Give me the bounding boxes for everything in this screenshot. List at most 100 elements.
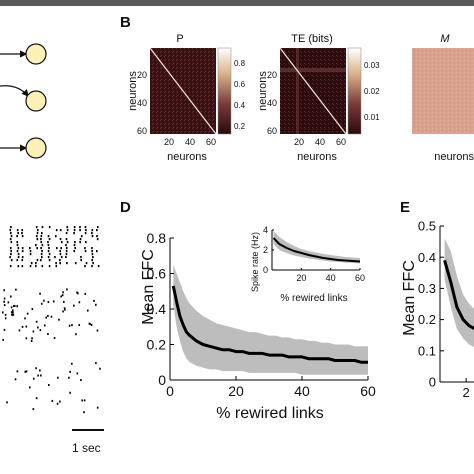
spike — [48, 247, 50, 250]
panel-letter-e: E — [400, 199, 410, 216]
spike — [35, 320, 38, 323]
spike — [40, 247, 42, 250]
spike — [68, 376, 70, 379]
spike — [99, 367, 101, 370]
spike — [47, 241, 49, 244]
y-tick: 40 — [267, 98, 277, 108]
heatmap-col-band — [296, 48, 299, 134]
spike — [95, 303, 97, 306]
spike — [16, 244, 19, 247]
spike — [3, 300, 5, 303]
spike — [63, 300, 65, 303]
spike — [87, 309, 89, 312]
spike — [83, 411, 85, 414]
spike — [51, 399, 54, 402]
spike — [59, 229, 62, 232]
spike — [21, 256, 24, 259]
spike — [40, 374, 42, 377]
y-axis-label: Mean FFC — [401, 260, 418, 336]
x-tick: 20 — [294, 137, 304, 147]
spike — [55, 265, 58, 268]
spike — [54, 256, 56, 259]
y-tick: 40 — [137, 98, 147, 108]
spike — [71, 362, 73, 365]
scalebar-label: 1 sec — [72, 441, 101, 455]
y-tick-label: 0.4 — [418, 250, 436, 265]
spike — [54, 235, 57, 238]
spike — [75, 333, 77, 336]
spike — [16, 259, 19, 262]
spike — [55, 247, 58, 250]
spike — [35, 262, 37, 265]
spike — [73, 226, 76, 229]
spike — [92, 256, 94, 259]
spike — [47, 256, 50, 259]
spike — [74, 247, 77, 250]
spike — [59, 250, 62, 253]
y-tick: 60 — [267, 126, 277, 136]
spike — [59, 262, 61, 265]
spike — [16, 229, 19, 232]
spike — [69, 391, 71, 394]
spike — [65, 253, 68, 256]
spike — [35, 397, 38, 400]
heatmap-row-band — [280, 68, 346, 72]
diagram-neuron — [25, 137, 47, 159]
colorbar-tick: 0.8 — [234, 59, 246, 68]
spike — [4, 317, 7, 320]
spike — [91, 253, 94, 256]
spike — [95, 362, 97, 365]
spike — [96, 229, 98, 232]
chart-e: Mean FFC 0 0.1 0.2 0.3 0.4 0.5 2 — [401, 219, 474, 400]
spike — [60, 256, 63, 259]
spike — [77, 292, 79, 295]
spike — [48, 238, 51, 241]
spike — [53, 337, 56, 340]
spike — [84, 250, 87, 253]
spike — [29, 247, 31, 250]
spike — [73, 229, 76, 232]
spike — [47, 235, 50, 238]
x-tick-label: 60 — [355, 273, 365, 283]
x-tick-label: 20 — [296, 273, 306, 283]
chart-d-inset: Spike rate (Hz) % rewired links 0 2 4 20 40 6… — [250, 225, 365, 304]
spike — [64, 308, 66, 311]
spike — [35, 265, 37, 268]
x-tick: 40 — [315, 137, 325, 147]
panel-letter-d: D — [120, 199, 131, 216]
spike — [65, 244, 67, 247]
y-axis-label: neurons — [257, 71, 269, 111]
spike — [76, 372, 79, 375]
spike — [84, 226, 87, 229]
top-border — [0, 0, 474, 6]
spike — [18, 329, 21, 332]
y-tick-label: 2 — [263, 245, 268, 255]
y-tick-label: 0.4 — [147, 301, 167, 317]
spike — [30, 262, 33, 265]
spike — [40, 259, 42, 262]
x-axis-label: neurons — [297, 151, 337, 163]
x-axis-label: neurons — [167, 151, 207, 163]
spike — [79, 238, 82, 241]
heatmap-m: M neurons — [412, 33, 474, 163]
spike — [84, 232, 87, 235]
spike — [10, 241, 13, 244]
x-tick-label: 60 — [360, 383, 376, 399]
heatmap-te: TE (bits) 0.03 0.02 0.01 20 40 60 20 40 … — [257, 33, 380, 163]
spike — [60, 241, 63, 244]
spike — [29, 386, 31, 389]
spike — [65, 238, 68, 241]
spike — [44, 324, 46, 327]
spike — [65, 247, 68, 250]
spike — [79, 229, 81, 232]
spike — [9, 256, 11, 259]
spike — [74, 241, 76, 244]
spike — [2, 311, 4, 314]
spike — [48, 226, 51, 229]
spike — [37, 326, 39, 329]
x-tick: 60 — [206, 137, 216, 147]
spike — [10, 306, 13, 309]
spike — [96, 406, 99, 409]
y-tick-label: 0 — [429, 375, 436, 390]
spike — [74, 262, 77, 265]
